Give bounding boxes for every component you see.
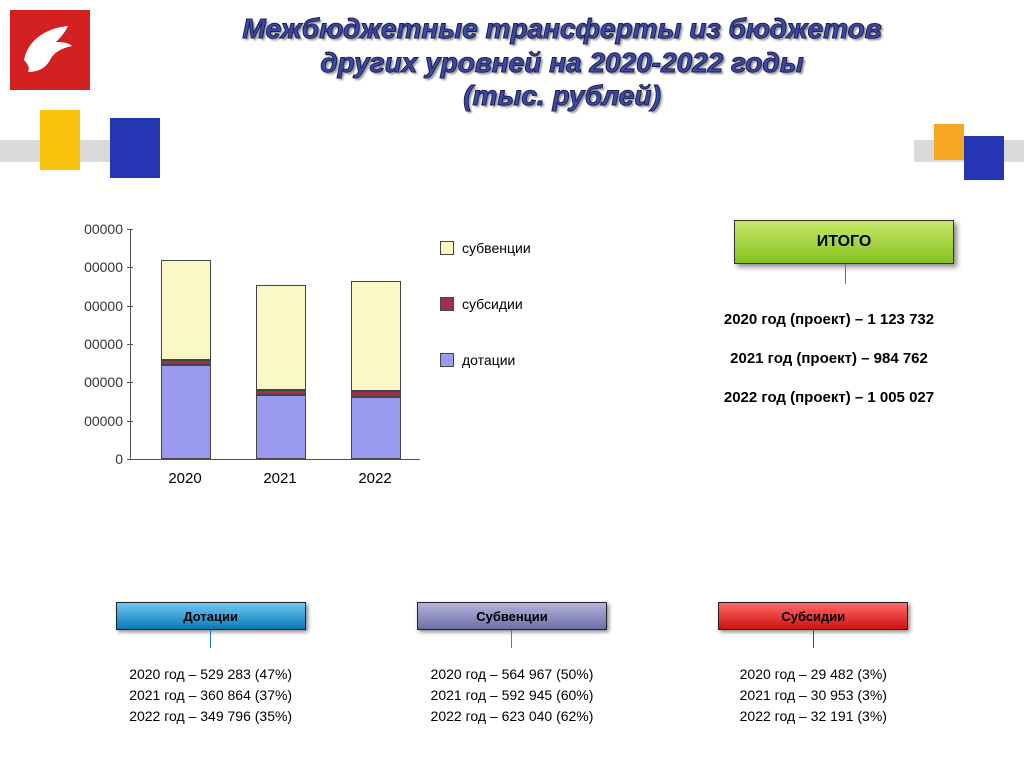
x-label: 2022 (345, 470, 405, 487)
total-line-1: 2021 год (проект) – 984 762 (674, 339, 984, 378)
title-line-2: (тыс. рублей) (120, 79, 1004, 113)
legend-item: субвенции (440, 240, 531, 256)
legend-item: дотации (440, 352, 531, 368)
y-tick: 0 (61, 451, 123, 467)
x-label: 2021 (250, 470, 310, 487)
category-stem (511, 630, 512, 648)
category-line: 2022 год – 349 796 (35%) (129, 706, 292, 727)
total-line-0: 2020 год (проект) – 1 123 732 (674, 300, 984, 339)
category-line: 2020 год – 564 967 (50%) (431, 664, 594, 685)
category-Субвенции: Субвенции 2020 год – 564 967 (50%)2021 го… (382, 602, 642, 727)
category-title-box: Субсидии (718, 602, 908, 630)
decor-left (0, 120, 220, 200)
category-line: 2021 год – 30 953 (3%) (740, 685, 887, 706)
category-lines: 2020 год – 564 967 (50%)2021 год – 592 9… (431, 664, 594, 727)
bar-seg (161, 365, 211, 459)
category-line: 2020 год – 529 283 (47%) (129, 664, 292, 685)
legend-item: субсидии (440, 296, 531, 312)
category-title-box: Субвенции (417, 602, 607, 630)
total-label: ИТОГО (817, 233, 872, 251)
y-tick: 00000 (61, 221, 123, 237)
bar-seg (256, 395, 306, 459)
category-Дотации: Дотации 2020 год – 529 283 (47%)2021 год … (81, 602, 341, 727)
decor-right (904, 130, 1024, 190)
legend-label: дотации (462, 352, 515, 368)
legend-swatch (440, 241, 454, 255)
bird-icon (16, 20, 76, 80)
category-lines: 2020 год – 529 283 (47%)2021 год – 360 8… (129, 664, 292, 727)
bar-seg (351, 391, 401, 397)
category-stem (813, 630, 814, 648)
bar-seg (256, 390, 306, 395)
y-tick: 00000 (61, 336, 123, 352)
category-line: 2020 год – 29 482 (3%) (740, 664, 887, 685)
bar-seg (351, 397, 401, 459)
category-details: Дотации2020 год – 529 283 (47%)2021 год … (0, 602, 1024, 727)
bar-seg (161, 260, 211, 360)
total-stem (845, 264, 846, 284)
legend-swatch (440, 353, 454, 367)
total-line-2: 2022 год (проект) – 1 005 027 (674, 378, 984, 417)
legend-swatch (440, 297, 454, 311)
y-tick: 00000 (61, 413, 123, 429)
chart-legend: субвенции субсидии дотации (440, 240, 531, 408)
category-Субсидии: Субсидии 2020 год – 29 482 (3%)2021 год –… (683, 602, 943, 727)
bar-seg (256, 285, 306, 390)
category-title-box: Дотации (116, 602, 306, 630)
region-logo (10, 10, 110, 90)
page-title: Межбюджетные трансферты из бюджетов друг… (120, 12, 1004, 113)
total-box: ИТОГО (734, 220, 954, 264)
bar-seg (161, 360, 211, 365)
category-line: 2022 год – 623 040 (62%) (431, 706, 594, 727)
y-tick: 00000 (61, 374, 123, 390)
y-tick: 00000 (61, 298, 123, 314)
category-stem (210, 630, 211, 648)
bar-seg (351, 281, 401, 391)
category-line: 2022 год – 32 191 (3%) (740, 706, 887, 727)
legend-label: субвенции (462, 240, 531, 256)
legend-label: субсидии (462, 296, 523, 312)
total-values: 2020 год (проект) – 1 123 732 2021 год (… (674, 300, 984, 417)
title-line-1: других уровней на 2020-2022 годы (120, 46, 1004, 80)
category-line: 2021 год – 592 945 (60%) (431, 685, 594, 706)
transfers-chart: 0000000000000000000000000000000 субвенци… (60, 230, 500, 510)
title-line-0: Межбюджетные трансферты из бюджетов (120, 12, 1004, 46)
y-tick: 00000 (61, 259, 123, 275)
category-line: 2021 год – 360 864 (37%) (129, 685, 292, 706)
category-lines: 2020 год – 29 482 (3%)2021 год – 30 953 … (740, 664, 887, 727)
x-label: 2020 (155, 470, 215, 487)
